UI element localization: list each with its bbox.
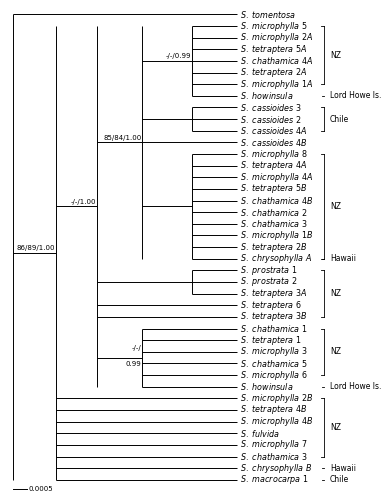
Text: $\it{S.\ microphylla\ 8}$: $\it{S.\ microphylla\ 8}$: [240, 148, 308, 160]
Text: NZ: NZ: [330, 348, 341, 356]
Text: Hawaii: Hawaii: [330, 464, 356, 472]
Text: $\it{S.\ howinsula}$: $\it{S.\ howinsula}$: [240, 90, 293, 102]
Text: $\it{S.\ tetraptera\ 2A}$: $\it{S.\ tetraptera\ 2A}$: [240, 66, 307, 79]
Text: 0.0005: 0.0005: [28, 486, 52, 492]
Text: $\it{S.\ chathamica\ 4B}$: $\it{S.\ chathamica\ 4B}$: [240, 195, 313, 206]
Text: NZ: NZ: [330, 50, 341, 59]
Text: $\it{S.\ microphylla\ 3}$: $\it{S.\ microphylla\ 3}$: [240, 346, 308, 358]
Text: $\it{S.\ howinsula}$: $\it{S.\ howinsula}$: [240, 381, 293, 392]
Text: -/-/0.99: -/-/0.99: [165, 53, 191, 59]
Text: Hawaii: Hawaii: [330, 254, 356, 263]
Text: $\it{S.\ microphylla\ 5}$: $\it{S.\ microphylla\ 5}$: [240, 20, 308, 32]
Text: $\it{S.\ microphylla\ 2B}$: $\it{S.\ microphylla\ 2B}$: [240, 392, 313, 405]
Text: $\it{S.\ prostrata\ 1}$: $\it{S.\ prostrata\ 1}$: [240, 264, 297, 277]
Text: $\it{S.\ prostrata\ 2}$: $\it{S.\ prostrata\ 2}$: [240, 276, 297, 288]
Text: $\it{S.\ cassioides\ 4A}$: $\it{S.\ cassioides\ 4A}$: [240, 126, 308, 136]
Text: $\it{S.\ microphylla\ 4B}$: $\it{S.\ microphylla\ 4B}$: [240, 415, 313, 428]
Text: $\it{S.\ tetraptera\ 6}$: $\it{S.\ tetraptera\ 6}$: [240, 299, 301, 312]
Text: $\it{S.\ microphylla\ 1B}$: $\it{S.\ microphylla\ 1B}$: [240, 229, 313, 242]
Text: $\it{S.\ tetraptera\ 2B}$: $\it{S.\ tetraptera\ 2B}$: [240, 240, 307, 254]
Text: $\it{S.\ chathamica\ 5}$: $\it{S.\ chathamica\ 5}$: [240, 358, 308, 369]
Text: $\it{S.\ microphylla\ 7}$: $\it{S.\ microphylla\ 7}$: [240, 438, 308, 452]
Text: NZ: NZ: [330, 202, 341, 211]
Text: -/-/1.00: -/-/1.00: [71, 198, 96, 204]
Text: Lord Howe Is.: Lord Howe Is.: [330, 92, 381, 100]
Text: $\it{S.\ tetraptera\ 5B}$: $\it{S.\ tetraptera\ 5B}$: [240, 182, 307, 196]
Text: $\it{S.\ chathamica\ 2}$: $\it{S.\ chathamica\ 2}$: [240, 206, 307, 218]
Text: $\it{S.\ tetraptera\ 3A}$: $\it{S.\ tetraptera\ 3A}$: [240, 287, 307, 300]
Text: $\it{S.\ tomentosa}$: $\it{S.\ tomentosa}$: [240, 9, 296, 20]
Text: $\it{S.\ tetraptera\ 3B}$: $\it{S.\ tetraptera\ 3B}$: [240, 310, 307, 324]
Text: $\it{S.\ microphylla\ 4A}$: $\it{S.\ microphylla\ 4A}$: [240, 171, 313, 184]
Text: $\it{S.\ chathamica\ 1}$: $\it{S.\ chathamica\ 1}$: [240, 323, 307, 334]
Text: NZ: NZ: [330, 289, 341, 298]
Text: $\it{S.\ cassioides\ 4B}$: $\it{S.\ cassioides\ 4B}$: [240, 137, 308, 148]
Text: Chile: Chile: [330, 476, 349, 484]
Text: $\it{S.\ chathamica\ 3}$: $\it{S.\ chathamica\ 3}$: [240, 451, 308, 462]
Text: Lord Howe Is.: Lord Howe Is.: [330, 382, 381, 391]
Text: $\it{S.\ macrocarpa\ 1}$: $\it{S.\ macrocarpa\ 1}$: [240, 474, 308, 486]
Text: 86/89/1.00: 86/89/1.00: [17, 245, 55, 251]
Text: $\it{S.\ tetraptera\ 5A}$: $\it{S.\ tetraptera\ 5A}$: [240, 43, 307, 56]
Text: Chile: Chile: [330, 114, 349, 124]
Text: $\it{S.\ tetraptera\ 4B}$: $\it{S.\ tetraptera\ 4B}$: [240, 404, 307, 416]
Text: $\it{S.\ tetraptera\ 1}$: $\it{S.\ tetraptera\ 1}$: [240, 334, 301, 346]
Text: $\it{S.\ microphylla\ 6}$: $\it{S.\ microphylla\ 6}$: [240, 368, 308, 382]
Text: $\it{S.\ chathamica\ 3}$: $\it{S.\ chathamica\ 3}$: [240, 218, 308, 230]
Text: NZ: NZ: [330, 423, 341, 432]
Text: $\it{S.\ microphylla\ 2A}$: $\it{S.\ microphylla\ 2A}$: [240, 31, 313, 44]
Text: -/-/: -/-/: [132, 345, 142, 351]
Text: $\it{S.\ chrysophylla\ A}$: $\it{S.\ chrysophylla\ A}$: [240, 252, 312, 265]
Text: 0.99: 0.99: [126, 360, 142, 366]
Text: $\it{S.\ tetraptera\ 4A}$: $\it{S.\ tetraptera\ 4A}$: [240, 159, 307, 172]
Text: $\it{S.\ microphylla\ 1A}$: $\it{S.\ microphylla\ 1A}$: [240, 78, 313, 90]
Text: $\it{S.\ chathamica\ 4A}$: $\it{S.\ chathamica\ 4A}$: [240, 56, 313, 66]
Text: $\it{S.\ cassioides\ 3}$: $\it{S.\ cassioides\ 3}$: [240, 102, 302, 113]
Text: $\it{S.\ fulvida}$: $\it{S.\ fulvida}$: [240, 428, 280, 438]
Text: $\it{S.\ chrysophylla\ B}$: $\it{S.\ chrysophylla\ B}$: [240, 462, 312, 474]
Text: 85/84/1.00: 85/84/1.00: [103, 134, 142, 140]
Text: $\it{S.\ cassioides\ 2}$: $\it{S.\ cassioides\ 2}$: [240, 114, 302, 124]
